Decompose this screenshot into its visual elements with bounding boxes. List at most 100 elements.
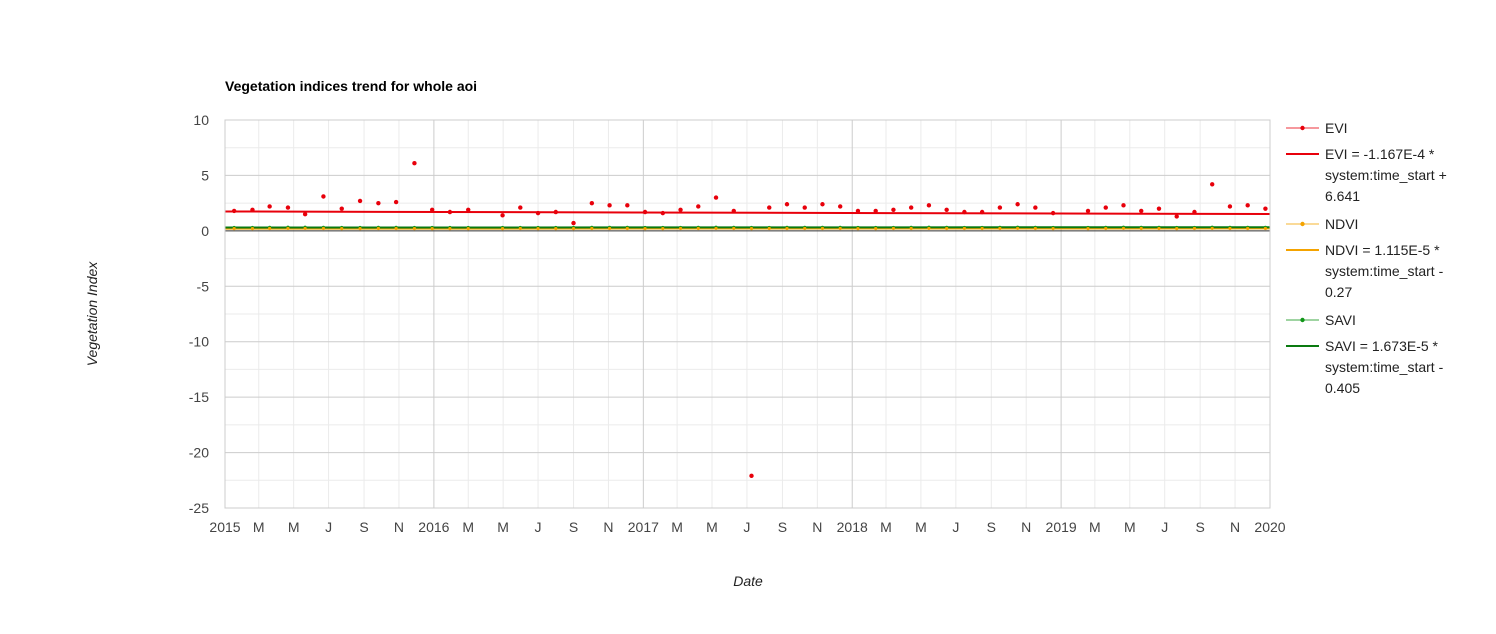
data-point-evi <box>536 211 540 215</box>
data-point-evi <box>1015 202 1019 206</box>
x-tick-label: M <box>915 519 927 535</box>
data-point-ndvi <box>1246 227 1249 230</box>
data-point-ndvi <box>1140 227 1143 230</box>
x-tick-label: 2018 <box>837 519 868 535</box>
data-point-ndvi <box>998 227 1001 230</box>
legend-trend-label-evi: EVI = -1.167E-4 * <box>1325 146 1435 162</box>
y-tick-label: -5 <box>197 278 210 294</box>
data-point-evi <box>873 209 877 213</box>
data-point-ndvi <box>626 227 629 230</box>
data-point-evi <box>1033 205 1037 209</box>
data-point-ndvi <box>963 227 966 230</box>
x-tick-label: J <box>743 519 750 535</box>
x-tick-label: M <box>253 519 265 535</box>
data-point-evi <box>1175 214 1179 218</box>
data-point-evi <box>944 208 948 212</box>
data-point-ndvi <box>519 227 522 230</box>
x-tick-label: S <box>987 519 996 535</box>
data-point-evi <box>250 208 254 212</box>
data-point-evi <box>1192 210 1196 214</box>
legend-trend-label-savi: system:time_start - <box>1325 359 1444 375</box>
data-point-evi <box>394 200 398 204</box>
data-point-ndvi <box>395 227 398 230</box>
data-point-ndvi <box>945 227 948 230</box>
data-point-evi <box>661 211 665 215</box>
data-point-evi <box>732 209 736 213</box>
data-point-evi <box>820 202 824 206</box>
x-tick-label: 2017 <box>628 519 659 535</box>
data-point-ndvi <box>892 227 895 230</box>
data-point-ndvi <box>1157 227 1160 230</box>
legend-trend-label-ndvi: system:time_start - <box>1325 263 1444 279</box>
data-point-evi <box>607 203 611 207</box>
data-point-ndvi <box>768 227 771 230</box>
data-point-ndvi <box>643 227 646 230</box>
data-point-ndvi <box>910 227 913 230</box>
data-point-ndvi <box>981 227 984 230</box>
data-point-evi <box>856 209 860 213</box>
x-tick-label: S <box>778 519 787 535</box>
data-point-ndvi <box>1052 227 1055 230</box>
data-point-ndvi <box>413 227 416 230</box>
data-point-ndvi <box>608 227 611 230</box>
data-point-evi <box>1263 206 1267 210</box>
data-point-evi <box>909 205 913 209</box>
data-point-evi <box>358 199 362 203</box>
x-tick-label: J <box>1161 519 1168 535</box>
data-point-evi <box>466 208 470 212</box>
data-point-evi <box>321 194 325 198</box>
data-point-ndvi <box>572 227 575 230</box>
y-tick-label: 5 <box>201 167 209 183</box>
data-point-evi <box>412 161 416 165</box>
x-tick-label: J <box>535 519 542 535</box>
legend-marker-evi <box>1300 126 1304 130</box>
data-point-ndvi <box>322 227 325 230</box>
x-tick-label: J <box>952 519 959 535</box>
data-point-ndvi <box>467 227 470 230</box>
data-point-ndvi <box>377 227 380 230</box>
grid-layer <box>225 120 1270 508</box>
legend-trend-label-savi: SAVI = 1.673E-5 * <box>1325 338 1439 354</box>
x-tick-label: M <box>671 519 683 535</box>
x-tick-label: M <box>1124 519 1136 535</box>
chart-title: Vegetation indices trend for whole aoi <box>225 78 477 94</box>
x-axis-title: Date <box>733 573 763 589</box>
data-point-evi <box>518 205 522 209</box>
x-tick-label: 2015 <box>209 519 240 535</box>
legend-trend-label-evi: 6.641 <box>1325 188 1360 204</box>
x-tick-label: M <box>288 519 300 535</box>
data-point-evi <box>678 208 682 212</box>
y-axis-title: Vegetation Index <box>84 261 100 367</box>
legend-label-evi: EVI <box>1325 120 1348 136</box>
data-point-evi <box>500 213 504 217</box>
data-point-ndvi <box>233 227 236 230</box>
legend-marker-savi <box>1300 318 1304 322</box>
legend-marker-ndvi <box>1300 222 1304 226</box>
x-tick-label: M <box>880 519 892 535</box>
x-tick-label: M <box>497 519 509 535</box>
data-point-ndvi <box>1193 227 1196 230</box>
data-point-ndvi <box>679 227 682 230</box>
data-point-evi <box>430 208 434 212</box>
data-point-evi <box>980 210 984 214</box>
data-point-evi <box>998 205 1002 209</box>
data-point-evi <box>891 208 895 212</box>
data-point-ndvi <box>1016 227 1019 230</box>
legend-label-ndvi: NDVI <box>1325 216 1358 232</box>
data-point-evi <box>1104 205 1108 209</box>
x-tick-label: S <box>569 519 578 535</box>
data-point-evi <box>838 204 842 208</box>
data-point-ndvi <box>251 227 254 230</box>
x-tick-label: 2019 <box>1046 519 1077 535</box>
data-point-ndvi <box>1086 227 1089 230</box>
data-point-evi <box>303 212 307 216</box>
data-point-evi <box>286 205 290 209</box>
data-point-evi <box>1051 211 1055 215</box>
data-point-ndvi <box>1211 227 1214 230</box>
data-point-evi <box>767 205 771 209</box>
x-tick-label: N <box>394 519 404 535</box>
data-point-evi <box>1121 203 1125 207</box>
data-point-evi <box>927 203 931 207</box>
